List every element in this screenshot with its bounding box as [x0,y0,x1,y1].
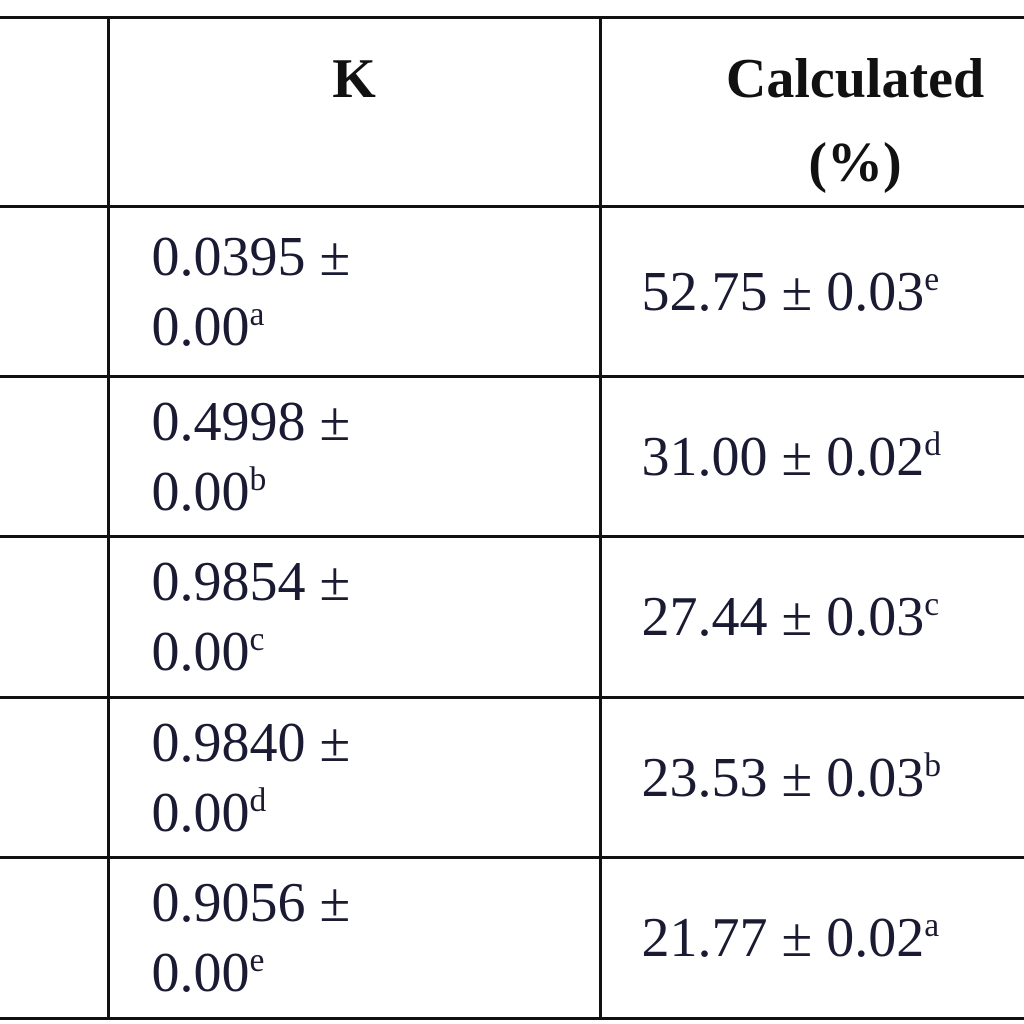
calculated-cell: 31.00 ± 0.02d [598,375,1024,538]
k-mean: 0.9854 ± [151,551,351,613]
header-cell: Calculated (%) [598,16,1024,208]
k-sd-line: 0.00e [152,938,599,1008]
calculated-value: 52.75 ± 0.03 [641,260,925,323]
header-cell [0,16,110,208]
label-cell [0,696,110,859]
header-cell: K [106,16,602,208]
k-sd-line: 0.00d [152,778,599,848]
calculated-value: 23.53 ± 0.03 [641,746,925,809]
k-superscript: c [249,620,265,658]
calculated-superscript: a [924,906,940,944]
k-sd: 0.00 [151,295,250,358]
k-superscript: a [249,295,265,333]
k-sd: 0.00 [151,621,250,683]
table-row: 0.4998 ±0.00b 31.00 ± 0.02d [0,375,1024,538]
calculated-superscript: d [924,425,942,463]
calculated-value: 21.77 ± 0.02 [641,907,925,969]
table-row: 0.9056 ±0.00e 21.77 ± 0.02a [0,856,1024,1020]
table-body: 0.0395 ±0.00a 52.75 ± 0.03e 0.4998 ±0.00b 3… [0,205,1024,1020]
table-row: 0.0395 ±0.00a 52.75 ± 0.03e [0,205,1024,378]
k-sd-line: 0.00b [152,457,599,527]
k-sd: 0.00 [151,781,250,844]
table-row: 0.9854 ±0.00c 27.44 ± 0.03c [0,535,1024,699]
calculated-superscript: c [924,585,940,623]
k-cell: 0.9056 ±0.00e [106,856,602,1020]
header-row: K Calculated (%) [0,16,1024,208]
k-superscript: d [249,781,267,819]
calculated-superscript: b [924,746,942,784]
label-cell [0,856,110,1020]
calculated-superscript: e [924,260,940,298]
label-cell [0,535,110,699]
table-row: 0.9840 ±0.00d 23.53 ± 0.03b [0,696,1024,859]
results-table: K Calculated (%) 0.0395 ±0.00a 52.75 ± 0.… [0,16,1024,1020]
k-mean: 0.9056 ± [151,872,351,934]
k-cell: 0.9840 ±0.00d [106,696,602,859]
k-cell: 0.9854 ±0.00c [106,535,602,699]
calculated-cell: 23.53 ± 0.03b [598,696,1024,859]
calculated-cell: 52.75 ± 0.03e [598,205,1024,378]
header-text: Calculated (%) [725,48,985,194]
calculated-cell: 27.44 ± 0.03c [598,535,1024,699]
label-cell [0,375,110,538]
k-cell: 0.4998 ±0.00b [106,375,602,538]
k-sd: 0.00 [151,460,250,523]
k-superscript: e [249,941,265,979]
calculated-cell: 21.77 ± 0.02a [598,856,1024,1020]
k-cell: 0.0395 ±0.00a [106,205,602,378]
k-superscript: b [249,460,267,498]
k-sd: 0.00 [151,942,250,1004]
header-text: K [332,48,376,110]
k-mean: 0.4998 ± [151,390,351,453]
k-mean: 0.0395 ± [151,225,351,288]
k-sd-line: 0.00a [152,292,599,362]
k-sd-line: 0.00c [152,617,599,687]
calculated-value: 27.44 ± 0.03 [641,586,925,648]
k-mean: 0.9840 ± [151,711,351,774]
calculated-value: 31.00 ± 0.02 [641,425,925,488]
label-cell [0,205,110,378]
